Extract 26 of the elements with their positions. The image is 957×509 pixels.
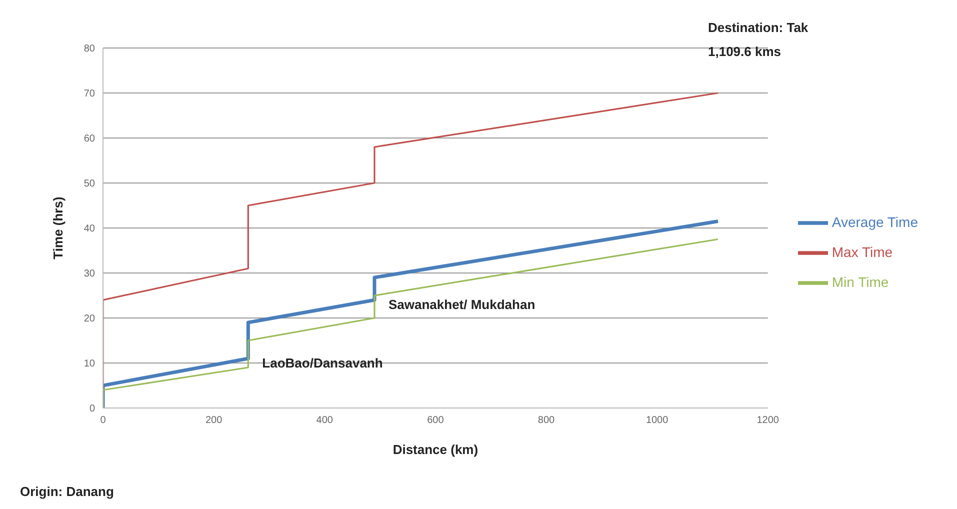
x-tick-label: 800 [538,415,556,426]
annotation: LaoBao/Dansavanh [262,356,383,371]
legend-label: Max Time [832,244,893,260]
x-tick-label: 1200 [756,415,780,426]
x-axis-title: Distance (km) [392,442,478,457]
y-tick-label: 60 [84,134,96,145]
x-tick-label: 1000 [646,415,669,426]
y-tick-label: 20 [84,314,96,325]
y-tick-label: 0 [89,404,96,415]
y-tick-label: 50 [84,178,96,190]
x-tick-label: 600 [427,415,444,426]
y-tick-label: 40 [84,224,96,235]
x-tick-label: 400 [316,415,334,426]
text: Destination: Tak [708,20,808,35]
y-tick-label: 10 [84,358,96,370]
annotation: 1,109.6 kms [708,44,782,59]
y-tick-label: 30 [84,268,96,280]
y-tick-label: 80 [84,44,96,55]
y-axis-title: Time (hrs) [50,196,66,260]
annotation: Sawanakhet/ Mukdahan [388,297,536,312]
legend-label: Average Time [832,214,918,230]
text: Origin: Danang [20,484,114,499]
y-tick-label: 70 [84,88,96,100]
legend-label: Min Time [832,274,889,290]
x-tick-label: 200 [205,415,223,426]
x-tick-label: 0 [100,415,106,426]
